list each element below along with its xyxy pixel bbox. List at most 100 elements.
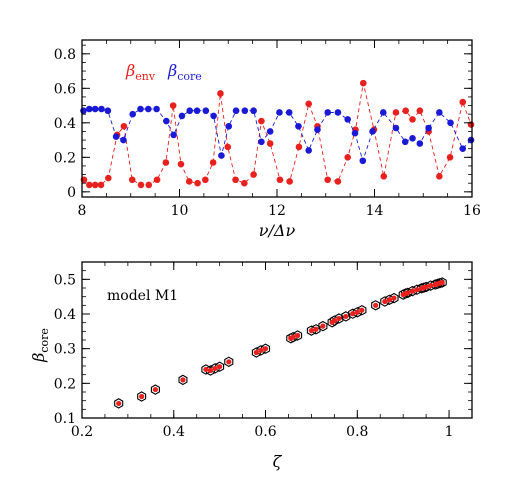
- top-x-axis-label: ν/Δν: [259, 221, 296, 240]
- red-dot-marker: [354, 309, 360, 315]
- point-beta-env: [258, 117, 265, 125]
- point-beta-env: [177, 160, 185, 168]
- point-beta-core: [202, 107, 210, 115]
- point-beta-env: [145, 181, 153, 189]
- series-line-beta-env: [83, 82, 472, 186]
- point-beta-core: [369, 128, 376, 135]
- red-dot-marker: [423, 284, 429, 290]
- point-beta-core: [153, 105, 160, 113]
- point-beta-env: [232, 176, 239, 184]
- point-beta-env: [266, 140, 274, 147]
- hexagon-marker: [201, 364, 211, 375]
- point-beta-core: [344, 116, 351, 123]
- point-beta-core: [163, 117, 170, 125]
- point-beta-core: [425, 124, 432, 132]
- point-beta-env: [224, 143, 232, 151]
- red-dot-marker: [320, 323, 326, 329]
- point-beta-env: [286, 178, 293, 185]
- point-beta-core: [86, 105, 93, 113]
- top-y-tick-label: 0.2: [54, 150, 76, 166]
- point-beta-core: [104, 107, 112, 115]
- red-dot-marker: [359, 307, 365, 313]
- bottom-y-tick-label: 0.1: [54, 411, 76, 427]
- red-dot-marker: [439, 279, 445, 286]
- red-dot-marker: [343, 313, 349, 320]
- red-dot-marker: [382, 298, 388, 305]
- red-dot-marker: [253, 349, 259, 356]
- point-beta-core: [276, 109, 283, 116]
- point-beta-env: [250, 171, 257, 178]
- point-beta-core: [129, 110, 136, 118]
- point-beta-core: [120, 136, 127, 144]
- red-dot-marker: [226, 359, 232, 365]
- red-dot-marker: [350, 311, 356, 317]
- red-dot-marker: [180, 377, 186, 383]
- red-dot-marker: [295, 332, 301, 339]
- bottom-y-tick-label: 0.2: [54, 376, 76, 392]
- red-dot-marker: [116, 400, 122, 407]
- bottom-x-tick-label: 0.2: [71, 424, 93, 440]
- top-x-tick-label: 14: [366, 203, 384, 219]
- red-dot-marker: [139, 393, 145, 400]
- point-beta-env: [392, 109, 400, 116]
- point-beta-env: [402, 107, 410, 115]
- top-legend: βenv βcore: [125, 61, 202, 83]
- point-beta-core: [80, 107, 87, 115]
- hexagon-marker: [137, 391, 147, 402]
- point-beta-env: [359, 79, 367, 87]
- point-beta-env: [185, 178, 193, 185]
- point-beta-env: [380, 172, 388, 180]
- hexagon-marker: [114, 398, 124, 409]
- bottom-x-axis-label: ζ: [273, 452, 283, 471]
- red-dot-marker: [336, 315, 342, 322]
- point-beta-core: [285, 109, 293, 116]
- point-beta-core: [359, 157, 367, 165]
- red-dot-marker: [428, 282, 434, 289]
- point-beta-core: [225, 122, 233, 130]
- point-beta-core: [250, 107, 257, 115]
- hexagon-marker: [150, 384, 160, 395]
- red-dot-marker: [258, 347, 264, 353]
- red-dot-marker: [203, 366, 209, 373]
- point-beta-env: [120, 122, 128, 130]
- top-x-tick-label: 8: [78, 203, 87, 219]
- point-beta-env: [416, 107, 424, 115]
- model-annotation: model M1: [107, 288, 178, 304]
- red-dot-marker: [386, 297, 393, 303]
- bottom-x-tick-label: 0.8: [346, 424, 368, 440]
- point-beta-env: [169, 102, 177, 109]
- hexagon-marker: [215, 361, 225, 372]
- point-beta-env: [295, 143, 303, 151]
- point-beta-core: [258, 138, 265, 146]
- hexagon-marker: [178, 374, 188, 386]
- red-dot-marker: [207, 367, 214, 374]
- point-beta-env: [409, 116, 416, 123]
- point-beta-core: [232, 107, 240, 115]
- point-beta-env: [153, 176, 161, 184]
- top-y-tick-label: 0.4: [54, 116, 76, 132]
- point-beta-core: [459, 145, 467, 152]
- top-y-tick-label: 0: [67, 185, 76, 201]
- red-dot-marker: [217, 364, 223, 370]
- point-beta-core: [324, 109, 332, 116]
- top-y-tick-label: 0.8: [54, 47, 76, 63]
- hexagon-marker: [389, 292, 399, 304]
- point-beta-core: [210, 112, 217, 120]
- point-beta-env: [97, 181, 105, 189]
- point-beta-core: [145, 105, 152, 113]
- point-beta-env: [276, 176, 284, 184]
- point-beta-core: [305, 147, 312, 154]
- hexagon-marker: [371, 300, 381, 311]
- point-beta-core: [193, 107, 201, 115]
- point-beta-env: [436, 172, 443, 180]
- hexagon-marker: [311, 324, 321, 335]
- red-dot-marker: [409, 288, 415, 294]
- legend-beta-core: βcore: [167, 61, 202, 83]
- point-beta-core: [351, 129, 359, 137]
- point-beta-core: [401, 138, 409, 146]
- top-x-tick-label: 16: [463, 203, 481, 219]
- red-dot-marker: [405, 290, 411, 296]
- point-beta-core: [170, 131, 177, 139]
- point-beta-core: [314, 126, 321, 134]
